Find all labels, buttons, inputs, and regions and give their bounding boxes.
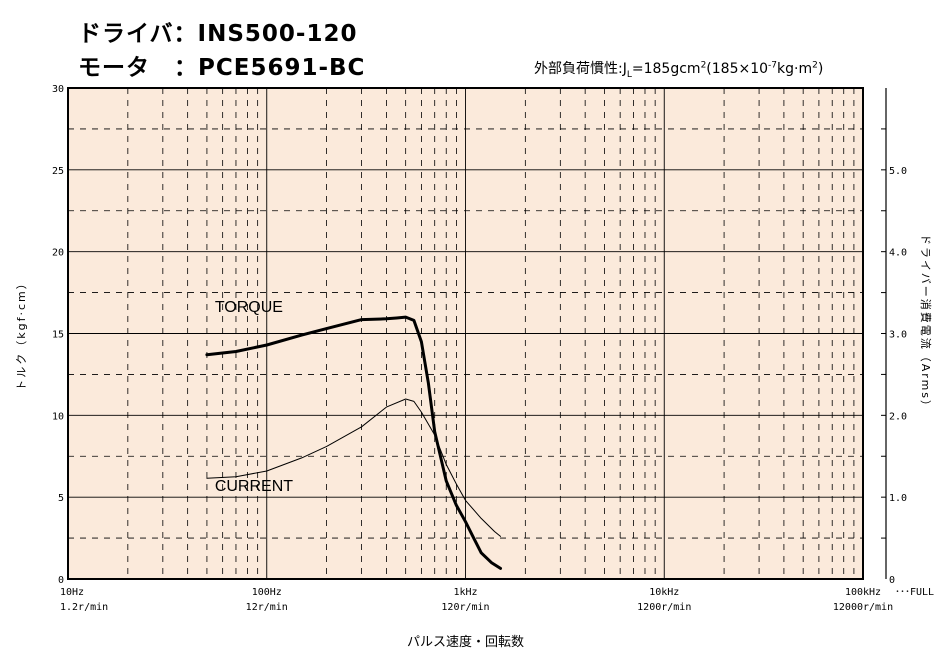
right-axis [881,88,887,579]
full-step-note: ･･･FULL [895,587,934,598]
x-axis-title: パルス速度・回転数 [407,634,524,650]
inertia-paren: (185×10 [706,61,769,77]
torque-label: TORQUE [215,299,283,316]
series: TORQUE CURRENT [205,299,502,570]
x-tick-rpm-label: 1.2r/min [60,602,108,613]
inertia-exp: 2 [700,60,707,71]
torque-curve [205,315,502,570]
inertia-value: =185gcm [631,61,701,77]
x-tick-rpm-label: 1200r/min [637,602,691,613]
left-tick-label: 10 [52,411,64,422]
left-tick-label: 15 [52,330,64,341]
x-tick-hz-label: 10Hz [60,587,84,598]
inertia-note: 外部負荷慣性:JL=185gcm2(185×10-7kg·m2) [534,58,824,80]
right-tick-label: 4.0 [889,248,907,259]
inertia-unit-exp: 2 [812,60,818,71]
driver-title: ドライバ：INS500-120 [78,21,358,47]
grid [68,88,863,579]
x-tick-hz-label: 100kHz [845,587,881,598]
inertia-close: ) [817,61,824,77]
left-axis-title: トルク（kgf·cm） [15,276,28,391]
left-tick-label: 5 [58,493,64,504]
right-tick-label: 3.0 [889,330,907,341]
left-tick-label: 25 [52,166,64,177]
right-tick-label: 1.0 [889,493,907,504]
right-tick-label: 5.0 [889,166,907,177]
x-tick-hz-label: 100Hz [252,587,282,598]
current-curve [206,398,501,537]
x-tick-hz-label: 10kHz [649,587,679,598]
x-tick-rpm-label: 120r/min [441,602,489,613]
inertia-unit: kg·m [777,61,813,77]
right-axis-title: ドライバー消費電流（Arms） [919,234,933,413]
inertia-prefix: 外部負荷慣性:J [534,61,627,77]
x-tick-rpm-label: 12r/min [246,602,288,613]
plot-frame [67,87,864,580]
right-tick-label: 2.0 [889,411,907,422]
left-tick-label: 0 [58,575,64,586]
motor-title: モータ ：PCE5691-BC [78,55,366,81]
left-tick-label: 30 [52,84,64,95]
inertia-paren-exp: -7 [768,60,778,71]
current-label: CURRENT [215,478,293,495]
tick-labels: 0 5 10 15 20 25 30 0 1.0 2.0 3.0 4.0 5.0 10Hz 1.2r/min… [52,84,934,613]
x-tick-hz-label: 1kHz [453,587,477,598]
left-tick-label: 20 [52,248,64,259]
x-tick-rpm-label: 12000r/min [833,602,893,613]
inertia-sub: L [626,69,632,80]
right-tick-label: 0 [889,575,895,586]
